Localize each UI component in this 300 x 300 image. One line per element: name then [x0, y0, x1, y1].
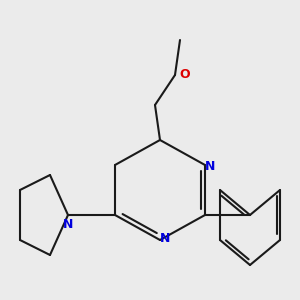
Text: N: N [63, 218, 73, 232]
Text: O: O [180, 68, 190, 82]
Text: N: N [205, 160, 215, 173]
Text: N: N [160, 232, 170, 244]
